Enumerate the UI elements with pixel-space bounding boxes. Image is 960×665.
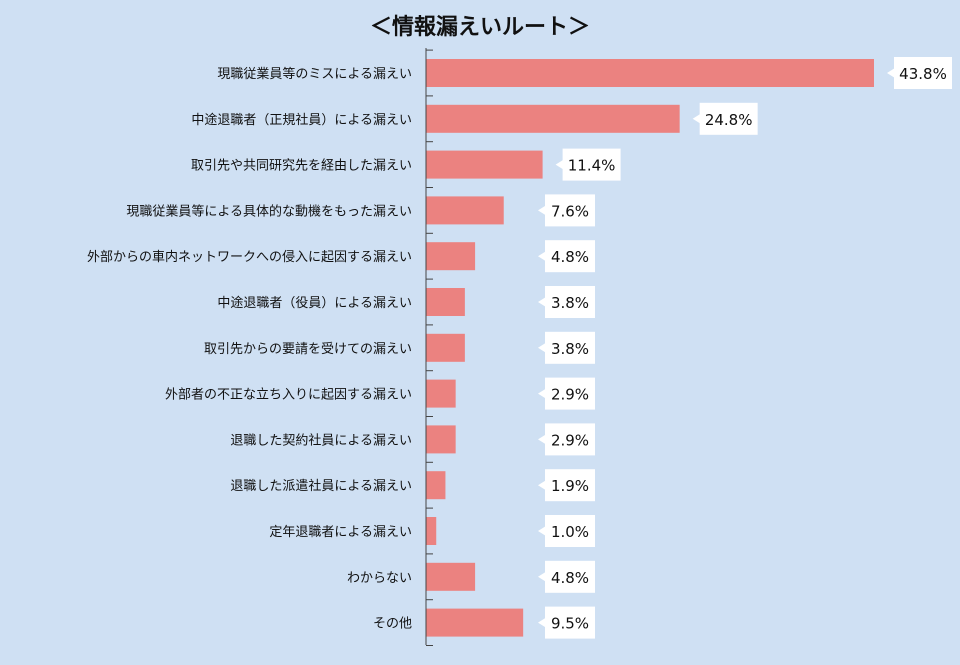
value-label: 2.9% bbox=[551, 431, 589, 449]
value-callout-box bbox=[545, 606, 595, 639]
category-label: 退職した契約社員による漏えい bbox=[230, 432, 412, 448]
category-label: 中途退職者（正規社員）による漏えい bbox=[191, 112, 412, 128]
value-callout-box bbox=[545, 240, 595, 273]
bar bbox=[426, 242, 476, 271]
value-label: 4.8% bbox=[551, 569, 589, 587]
category-label: 取引先からの要請を受けての漏えい bbox=[204, 341, 412, 357]
value-callout-box bbox=[545, 423, 595, 456]
bar bbox=[426, 104, 680, 133]
value-callout-pointer bbox=[538, 388, 546, 399]
value-label: 24.8% bbox=[705, 111, 753, 129]
value-callout-box bbox=[545, 515, 595, 547]
category-label: 外部者の不正な立ち入りに起因する漏えい bbox=[165, 387, 412, 403]
category-label: 取引先や共同研究先を経由した漏えい bbox=[191, 158, 412, 174]
value-callout-pointer bbox=[538, 434, 546, 445]
value-label: 1.9% bbox=[551, 477, 589, 495]
value-callout-box bbox=[545, 560, 595, 593]
bar bbox=[426, 608, 524, 637]
value-callout-box bbox=[894, 57, 952, 89]
bar bbox=[426, 288, 465, 316]
bar bbox=[426, 425, 456, 454]
category-label: 定年退職者による漏えい bbox=[269, 524, 412, 540]
value-callout-box bbox=[562, 148, 621, 181]
bar bbox=[426, 517, 437, 545]
category-label: わからない bbox=[347, 571, 412, 586]
category-label: 中途退職者（役員）による漏えい bbox=[217, 295, 412, 311]
value-callout-box bbox=[699, 102, 758, 135]
value-label: 1.0% bbox=[551, 523, 589, 541]
value-label: 9.5% bbox=[551, 615, 589, 633]
bar bbox=[426, 150, 543, 179]
value-callout-box bbox=[545, 331, 595, 364]
value-callout-pointer bbox=[692, 113, 701, 124]
category-label: その他 bbox=[373, 617, 412, 632]
category-label: 現職従業員等のミスによる漏えい bbox=[217, 66, 412, 82]
value-callout-pointer bbox=[538, 526, 546, 536]
bar bbox=[426, 196, 504, 225]
bars-layer: 現職従業員等のミスによる漏えい 43.8% 中途退職者（正規社員）による漏えい 24.… bbox=[87, 49, 952, 646]
bar bbox=[426, 333, 465, 362]
bar bbox=[426, 471, 446, 500]
value-label: 7.6% bbox=[551, 202, 589, 220]
category-label: 退職した派遣社員による漏えい bbox=[230, 478, 412, 494]
bar bbox=[426, 59, 874, 87]
value-callout-pointer bbox=[555, 159, 564, 170]
value-callout-box bbox=[545, 377, 595, 410]
category-label: 外部からの車内ネットワークへの侵入に起因する漏えい bbox=[87, 249, 412, 265]
bar bbox=[426, 379, 456, 408]
value-callout-box bbox=[545, 469, 595, 502]
value-label: 4.8% bbox=[551, 248, 589, 266]
value-callout-pointer bbox=[538, 205, 546, 216]
value-callout-box bbox=[545, 194, 595, 227]
value-callout-pointer bbox=[887, 68, 895, 78]
value-label: 11.4% bbox=[568, 157, 616, 175]
value-label: 3.8% bbox=[551, 340, 589, 358]
value-callout-pointer bbox=[538, 342, 546, 353]
value-callout-pointer bbox=[538, 297, 546, 307]
value-callout-pointer bbox=[538, 617, 546, 628]
bar bbox=[426, 562, 476, 591]
value-callout-pointer bbox=[538, 251, 546, 262]
value-label: 43.8% bbox=[899, 65, 947, 83]
value-callout-pointer bbox=[538, 480, 546, 491]
value-callout-box bbox=[545, 286, 595, 318]
value-label: 3.8% bbox=[551, 294, 589, 312]
category-label: 現職従業員等による具体的な動機をもった漏えい bbox=[126, 203, 412, 219]
chart-title: ＜情報漏えいルート＞ bbox=[370, 14, 590, 40]
value-label: 2.9% bbox=[551, 386, 589, 404]
value-callout-pointer bbox=[538, 571, 546, 582]
